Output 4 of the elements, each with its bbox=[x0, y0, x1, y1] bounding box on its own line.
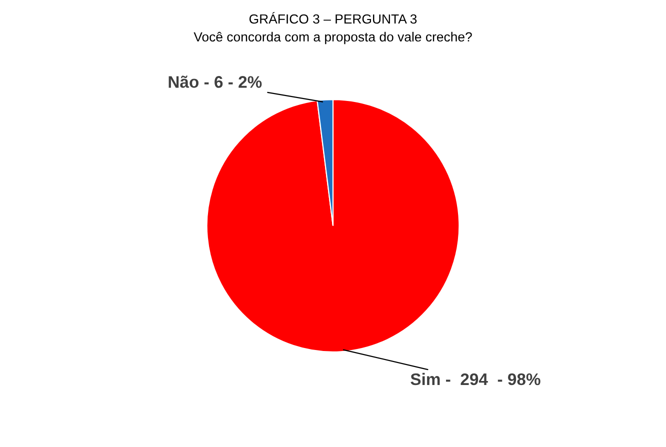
slice-label: Não - 6 - 2% bbox=[168, 76, 262, 88]
chart-title: GRÁFICO 3 – PERGUNTA 3 bbox=[249, 12, 417, 24]
chart-subtitle: Você concorda com a proposta do vale creche? bbox=[194, 32, 472, 44]
slice-label: Sim - 294 - 98% bbox=[410, 372, 540, 386]
